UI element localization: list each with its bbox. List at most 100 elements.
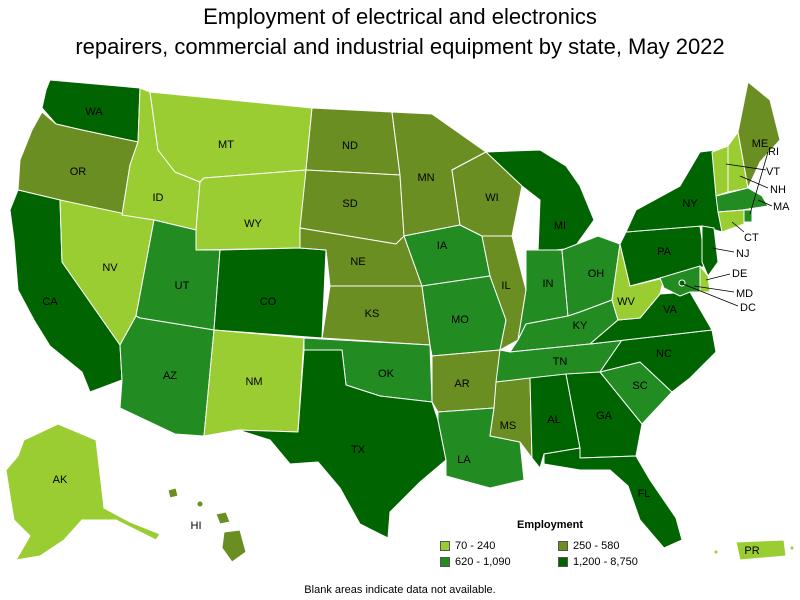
- state-hi[interactable]: [167, 487, 179, 499]
- label-ut: UT: [175, 280, 190, 292]
- state-ny[interactable]: [625, 149, 723, 233]
- legend-swatch: [440, 541, 450, 551]
- state-mi[interactable]: [485, 149, 595, 253]
- label-wy: WY: [244, 218, 262, 230]
- label-de: DE: [732, 268, 747, 280]
- leader-vt: [725, 163, 767, 171]
- label-ca: CA: [42, 296, 58, 308]
- leader-nh: [739, 175, 769, 189]
- label-ct: CT: [744, 232, 759, 244]
- map-title-line-2: repairers, commercial and industrial equ…: [75, 34, 725, 59]
- map-title-line-1: Employment of electrical and electronics: [203, 4, 597, 29]
- state-ak[interactable]: [5, 423, 161, 561]
- label-pr: PR: [744, 545, 759, 557]
- legend-grid: 70 - 240 250 - 580 620 - 1,090 1,200 - 8…: [440, 539, 680, 569]
- label-ms: MS: [500, 420, 517, 432]
- legend-item-1200-8750: 1,200 - 8,750: [558, 555, 676, 569]
- leader-md: [693, 285, 735, 293]
- territory-pr-island-2[interactable]: [789, 545, 795, 551]
- label-nd: ND: [342, 140, 358, 152]
- label-ma: MA: [773, 201, 790, 213]
- state-wy[interactable]: [195, 169, 307, 251]
- state-hi-maui[interactable]: [215, 511, 231, 525]
- label-il: IL: [501, 280, 510, 292]
- label-ak: AK: [53, 474, 68, 486]
- label-sd: SD: [342, 198, 357, 210]
- label-mt: MT: [218, 139, 234, 151]
- legend-item-250-580: 250 - 580: [558, 539, 676, 553]
- label-pa: PA: [657, 246, 672, 258]
- label-co: CO: [260, 296, 277, 308]
- legend-swatch: [558, 541, 568, 551]
- label-id: ID: [153, 192, 164, 204]
- label-vt: VT: [766, 166, 780, 178]
- label-ok: OK: [378, 368, 395, 380]
- legend-item-620-1090: 620 - 1,090: [440, 555, 558, 569]
- label-nh: NH: [770, 184, 786, 196]
- state-dc[interactable]: [678, 279, 686, 287]
- state-ct[interactable]: [717, 209, 745, 233]
- label-ne: NE: [350, 256, 365, 268]
- state-fl[interactable]: [543, 447, 683, 549]
- label-ri: RI: [768, 146, 779, 158]
- label-in: IN: [543, 278, 554, 290]
- legend-swatch: [558, 557, 568, 567]
- label-ar: AR: [454, 378, 469, 390]
- state-il[interactable]: [481, 235, 527, 351]
- label-sc: SC: [632, 380, 647, 392]
- legend-label: 250 - 580: [573, 540, 620, 552]
- leader-de: [705, 273, 731, 281]
- label-la: LA: [457, 454, 471, 466]
- label-nv: NV: [102, 262, 118, 274]
- legend-label: 1,200 - 8,750: [573, 556, 638, 568]
- territory-pr-island[interactable]: [713, 549, 719, 555]
- state-nc[interactable]: [589, 329, 717, 393]
- label-al: AL: [547, 414, 560, 426]
- label-oh: OH: [588, 268, 605, 280]
- state-co[interactable]: [213, 247, 327, 339]
- leader-dc: [682, 283, 739, 307]
- label-mn: MN: [417, 172, 434, 184]
- label-ga: GA: [596, 410, 613, 422]
- legend: Employment 70 - 240 250 - 580 620 - 1,09…: [440, 519, 680, 569]
- label-tx: TX: [351, 444, 366, 456]
- label-or: OR: [70, 166, 87, 178]
- label-tn: TN: [553, 356, 568, 368]
- legend-label: 620 - 1,090: [455, 556, 511, 568]
- leader-ri: [749, 151, 769, 215]
- state-hi-big-island[interactable]: [221, 529, 247, 563]
- label-az: AZ: [163, 370, 177, 382]
- label-md: MD: [736, 288, 753, 300]
- label-ks: KS: [365, 308, 380, 320]
- label-dc: DC: [740, 302, 756, 314]
- legend-label: 70 - 240: [455, 540, 496, 552]
- state-tx[interactable]: [237, 349, 447, 539]
- label-ia: IA: [437, 240, 448, 252]
- label-wa: WA: [85, 106, 103, 118]
- legend-item-70-240: 70 - 240: [440, 539, 558, 553]
- state-nj[interactable]: [701, 225, 719, 277]
- label-nc: NC: [656, 348, 672, 360]
- legend-title: Employment: [516, 519, 583, 531]
- label-ny: NY: [682, 198, 698, 210]
- footnote: Blank areas indicate data not available.: [304, 584, 496, 596]
- state-hi-oahu[interactable]: [196, 500, 204, 508]
- label-mi: MI: [554, 220, 566, 232]
- legend-swatch: [440, 557, 450, 567]
- label-wi: WI: [485, 192, 498, 204]
- map-title: Employment of electrical and electronics…: [0, 2, 800, 62]
- label-hi: HI: [191, 520, 202, 532]
- state-mt[interactable]: [149, 91, 313, 183]
- leader-ma: [757, 199, 773, 207]
- label-nm: NM: [245, 376, 262, 388]
- label-va: VA: [663, 304, 678, 316]
- leader-ct: [731, 221, 745, 233]
- label-mo: MO: [451, 314, 469, 326]
- label-wv: WV: [617, 296, 635, 308]
- label-nj: NJ: [736, 248, 749, 260]
- label-me: ME: [752, 138, 769, 150]
- territory-pr[interactable]: [735, 539, 787, 561]
- label-ky: KY: [573, 320, 588, 332]
- label-fl: FL: [638, 488, 651, 500]
